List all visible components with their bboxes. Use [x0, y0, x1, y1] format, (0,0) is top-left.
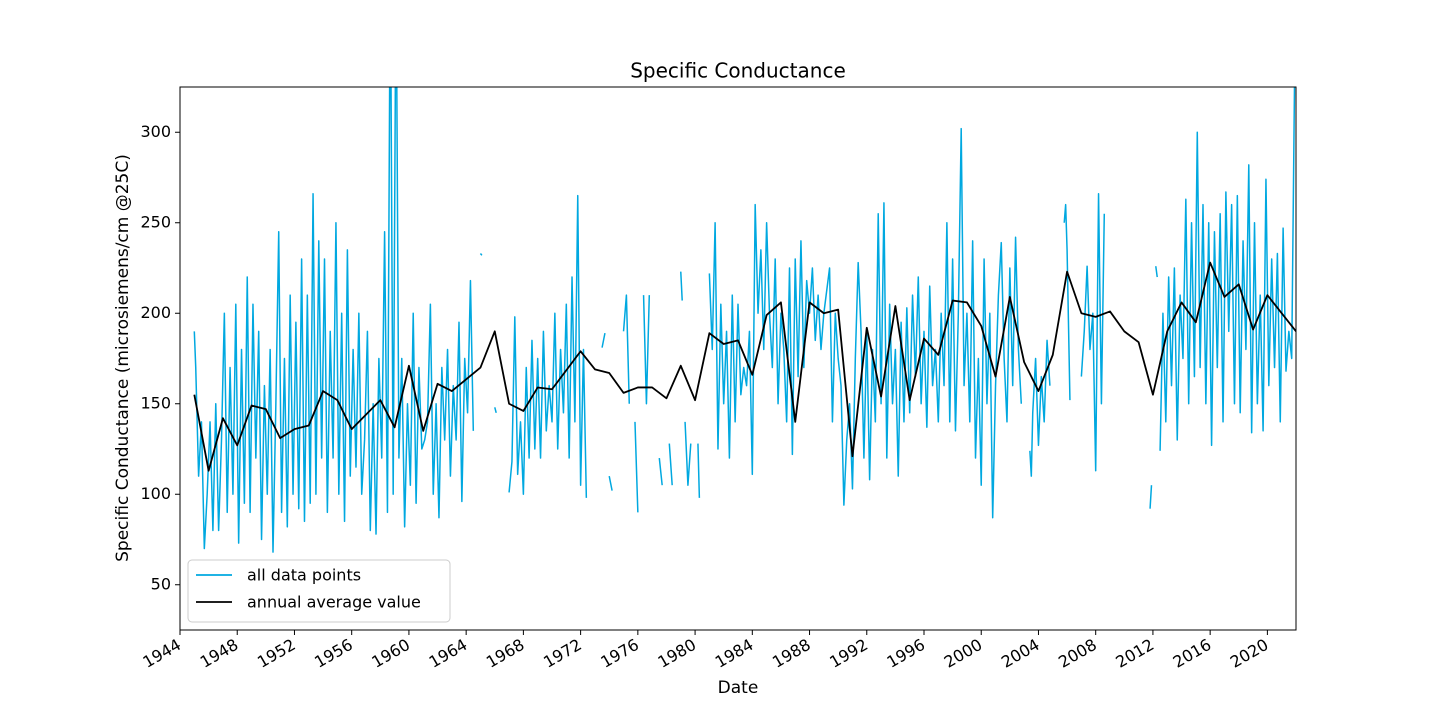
- x-axis-label: Date: [718, 678, 759, 698]
- y-tick-label: 150: [140, 393, 171, 412]
- plot-frame: [179, 86, 1297, 631]
- y-tick-label: 50: [151, 574, 171, 593]
- plot-area: [193, 87, 1296, 553]
- y-tick-label: 100: [140, 484, 171, 503]
- y-tick-label: 200: [140, 303, 171, 322]
- legend-label: annual average value: [247, 593, 421, 612]
- chart-title: Specific Conductance: [630, 59, 846, 83]
- y-tick-label: 300: [140, 122, 171, 141]
- legend-box: [187, 559, 451, 623]
- y-tick-label: 250: [140, 212, 171, 231]
- series-line: [193, 261, 1296, 472]
- legend-label: all data points: [247, 566, 361, 585]
- y-axis-label: Specific Conductance (microsiemens/cm @2…: [113, 154, 133, 562]
